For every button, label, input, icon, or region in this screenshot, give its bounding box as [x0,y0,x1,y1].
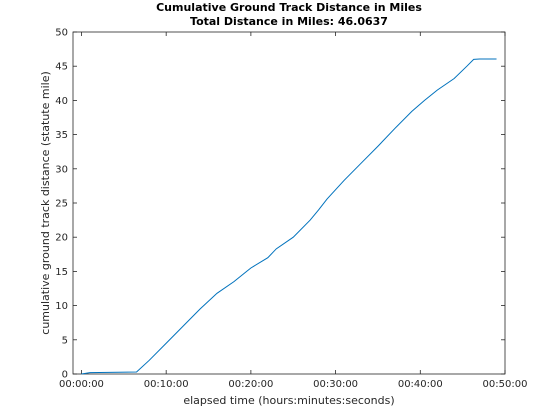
y-tick-label: 15 [55,267,68,278]
y-tick-label: 0 [62,370,68,381]
y-tick-label: 30 [55,164,68,175]
y-tick-label: 25 [55,199,68,210]
data-series-line [81,58,497,375]
x-tick-label: 00:00:00 [59,379,104,390]
chart-title: Cumulative Ground Track Distance in Mile… [156,1,422,14]
y-tick-label: 50 [55,28,68,39]
plot-axes [72,31,506,375]
y-tick-label: 10 [55,301,68,312]
chart-subtitle: Total Distance in Miles: 46.0637 [190,15,388,28]
x-tick-label: 00:20:00 [228,379,273,390]
y-tick-label: 45 [55,62,68,73]
y-axis-label: cumulative ground track distance (statut… [39,71,52,334]
y-tick-label: 40 [55,96,68,107]
x-tick-label: 00:50:00 [483,379,528,390]
y-tick-label: 35 [55,130,68,141]
axis-ticks: 0 5 10 15 20 25 30 35 40 45 50 00:00:00 00:10:00 00:2… [55,28,527,391]
plot-box [72,31,506,375]
x-tick-label: 00:30:00 [313,379,358,390]
y-tick-label: 5 [62,335,68,346]
x-tick-label: 00:10:00 [144,379,189,390]
x-axis-label: elapsed time (hours:minutes:seconds) [183,394,394,407]
y-tick-label: 20 [55,233,68,244]
x-tick-label: 00:40:00 [398,379,443,390]
